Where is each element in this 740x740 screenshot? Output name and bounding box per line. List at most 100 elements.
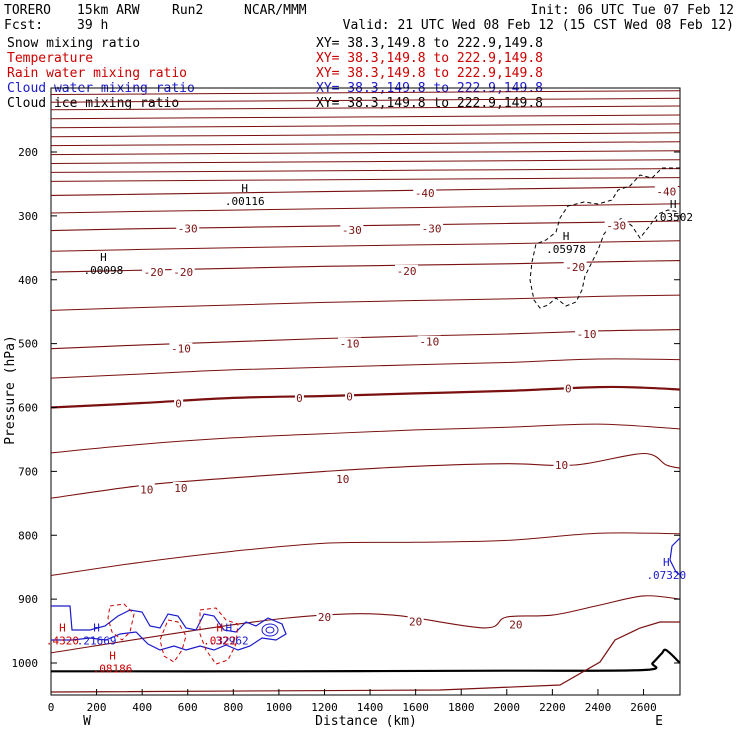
maximum-marker: H [59, 621, 66, 634]
isotherm-label: -20 [144, 266, 164, 279]
contour-label-bg [176, 222, 200, 234]
isotherm-label: 0 [296, 392, 303, 405]
isotherm-line-minor [50, 203, 681, 214]
isotherm-line-minor [50, 423, 681, 454]
isotherm-label: -10 [171, 343, 191, 356]
isotherm-line-upper [50, 90, 681, 95]
y-axis-title: Pressure (hPa) [3, 335, 18, 445]
model-resolution: 15km ARW [77, 3, 140, 18]
isotherm-label: 10 [555, 459, 568, 472]
y-tick-label: 1000 [12, 657, 39, 670]
maximum-marker: H [109, 649, 116, 662]
hydrometeor-layer [50, 167, 681, 693]
maximum-marker: H [225, 621, 232, 634]
isotherm-label: 10 [174, 482, 187, 495]
isotherm-line-upper [50, 123, 681, 129]
field-xy-snow: XY= 38.3,149.8 to 222.9,149.8 [316, 36, 543, 51]
field-xy-cloud-ice: XY= 38.3,149.8 to 222.9,149.8 [316, 96, 543, 111]
axes-layer: 0 200 400 600 800 1000 1200 1400 1600 1800 2000 220… [12, 146, 680, 714]
contour-label-bg [417, 335, 441, 347]
cloud-water-contour [51, 605, 287, 651]
y-tick-label: 400 [18, 274, 38, 287]
isotherm-line [50, 452, 681, 499]
isotherm-label: 0 [565, 382, 572, 395]
isotherm-label: 20 [509, 619, 522, 632]
init-time: Init: 06 UTC Tue 07 Feb 12 [531, 3, 735, 18]
contour-label-layer: -40 -40 -30 -30 -30 -30 -20 -20 -20 -20 -10 -10 -10 -… [46, 182, 693, 676]
contour-label-bg [420, 222, 444, 234]
cloud-water-loop [261, 623, 279, 637]
maximum-value: .07320 [646, 569, 686, 582]
forecast-label: Fcst: [4, 18, 43, 33]
isotherm-line-upper [50, 159, 681, 164]
isotherm-line [50, 385, 681, 409]
x-tick-label: 1000 [266, 701, 293, 714]
terrain-profile-upper [50, 621, 680, 693]
isotherm-label: 20 [318, 611, 331, 624]
isotherm-line-minor [50, 532, 681, 576]
isotherm-line-upper [50, 150, 681, 156]
isotherm-line [50, 220, 681, 232]
maximum-marker: H [93, 621, 100, 634]
contour-label-bg [338, 337, 362, 349]
maximum-marker: H [663, 556, 670, 569]
isotherm-line-upper [50, 97, 681, 103]
isotherm-line-upper [50, 132, 681, 138]
x-axis-end-right: E [655, 714, 663, 729]
contour-label-bg [169, 342, 193, 354]
x-tick-label: 1800 [448, 701, 475, 714]
maximum-value: .03502 [653, 211, 693, 224]
isotherm-line [50, 595, 681, 654]
contour-label-bg [142, 266, 166, 278]
model-name: TORERO [4, 3, 51, 18]
isotherm-line-upper [50, 105, 681, 111]
y-tick-label: 900 [18, 593, 38, 606]
contour-label-bg [563, 382, 573, 394]
maximum-value: .00098 [84, 264, 124, 277]
contour-label-bg [507, 618, 524, 630]
contour-label-bg [604, 219, 628, 231]
contour-label-bg [316, 611, 333, 623]
maximum-marker: H [563, 230, 570, 243]
isotherm-label: 0 [346, 391, 353, 404]
contour-label-bg [407, 615, 424, 627]
contour-label-bg [654, 185, 678, 197]
contour-label-bg [340, 223, 364, 235]
y-tick-label: 500 [18, 338, 38, 351]
y-tick-label: 600 [18, 402, 38, 415]
y-tick-label: 200 [18, 146, 38, 159]
forecast-hour: 39 h [77, 18, 108, 33]
isotherm-line-upper [50, 114, 681, 120]
maximum-marker: H [100, 251, 107, 264]
isotherm-label: -10 [577, 328, 597, 341]
x-tick-label: 1200 [311, 701, 338, 714]
isotherm-label: 0 [175, 398, 182, 411]
cloud-water-contour-east [669, 537, 681, 576]
isotherm-label: -40 [415, 187, 435, 200]
y-tick-label: 700 [18, 465, 38, 478]
maximum-marker: H [241, 182, 248, 195]
rain-contour [107, 603, 239, 665]
isotherm-line-upper [50, 177, 681, 182]
isotherm-label: -20 [565, 261, 585, 274]
terrain-line [50, 648, 681, 673]
x-tick-label: 0 [48, 701, 55, 714]
valid-time: Valid: 21 UTC Wed 08 Feb 12 (15 CST Wed … [343, 18, 734, 33]
field-xy-temperature: XY= 38.3,149.8 to 222.9,149.8 [316, 51, 543, 66]
isotherm-label: -30 [606, 219, 626, 232]
isotherm-label: -10 [419, 336, 439, 349]
isotherm-label: -30 [178, 223, 198, 236]
maximum-value: .0322 [203, 634, 236, 647]
maximum-value: .4320 [46, 634, 79, 647]
contour-label-bg [553, 458, 570, 470]
field-name-cloud-ice: Cloud ice mixing ratio [7, 96, 179, 111]
x-tick-label: 2200 [539, 701, 566, 714]
run-name: Run2 [172, 3, 203, 18]
field-name-temperature: Temperature [7, 51, 93, 66]
y-tick-label: 800 [18, 529, 38, 542]
isotherm-line-upper [50, 168, 681, 173]
x-tick-label: 2600 [630, 701, 657, 714]
field-name-rain: Rain water mixing ratio [7, 66, 187, 81]
y-tick-label: 300 [18, 210, 38, 223]
